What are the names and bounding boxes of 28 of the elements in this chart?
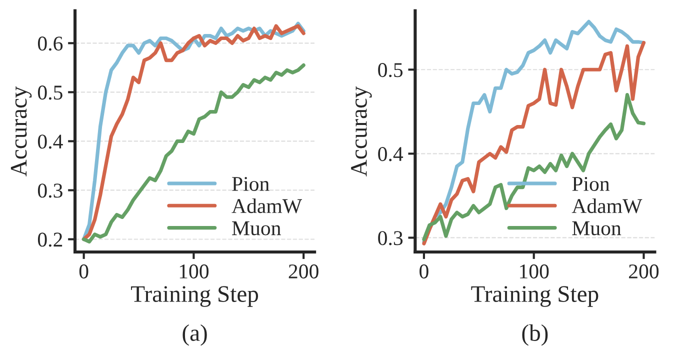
- y-tick-label: 0.4: [38, 134, 63, 149]
- y-tick-label: 0.3: [378, 231, 403, 246]
- y-tick-label: 0.5: [378, 63, 403, 78]
- x-tick-label: 200: [629, 264, 659, 278]
- y-axis-title: Accuracy: [351, 86, 372, 176]
- y-tick-label: 0.5: [38, 86, 62, 100]
- x-tick-label: 0: [420, 264, 428, 278]
- y-axis-title: Accuracy: [10, 86, 32, 176]
- legend-label: Muon: [572, 221, 622, 236]
- y-tick-label: 0.6: [38, 36, 63, 51]
- text: (a): [182, 324, 207, 346]
- legend-label: Pion: [572, 176, 610, 191]
- y-tick-label: 0.4: [378, 147, 404, 162]
- y-tick-label: 0.2: [38, 232, 62, 247]
- text: (b): [522, 324, 548, 346]
- y-tick-label: 0.3: [38, 184, 62, 198]
- legend-label: AdamW: [572, 198, 642, 214]
- x-tick-label: 200: [288, 264, 318, 278]
- legend-label: Muon: [232, 221, 281, 236]
- x-axis-title: Training Step: [471, 286, 598, 307]
- x-tick-label: 0: [79, 264, 88, 278]
- line-series: [82, 63, 306, 244]
- x-tick-label: 100: [180, 264, 209, 278]
- x-tick-label: 100: [520, 264, 549, 278]
- legend-label: Pion: [232, 176, 270, 191]
- line-series: [422, 93, 646, 242]
- x-axis-title: Training Step: [131, 286, 258, 307]
- legend-label: AdamW: [232, 198, 302, 214]
